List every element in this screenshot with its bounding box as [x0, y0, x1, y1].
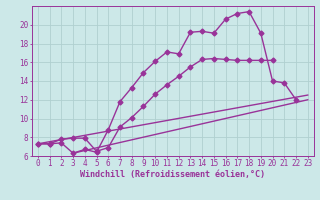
X-axis label: Windchill (Refroidissement éolien,°C): Windchill (Refroidissement éolien,°C) — [80, 170, 265, 179]
